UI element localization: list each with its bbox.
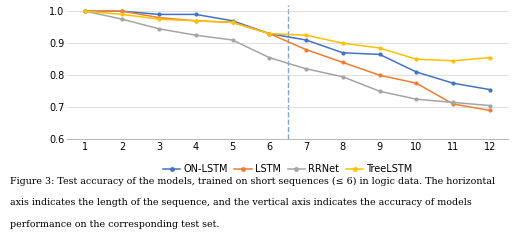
Legend: ON-LSTM, LSTM, RRNet, TreeLSTM: ON-LSTM, LSTM, RRNet, TreeLSTM: [159, 160, 416, 178]
Text: performance on the corresponding test set.: performance on the corresponding test se…: [10, 220, 220, 228]
Text: axis indicates the length of the sequence, and the vertical axis indicates the a: axis indicates the length of the sequenc…: [10, 198, 472, 207]
Text: Figure 3: Test accuracy of the models, trained on short sequences (≤ 6) in logic: Figure 3: Test accuracy of the models, t…: [10, 176, 495, 186]
